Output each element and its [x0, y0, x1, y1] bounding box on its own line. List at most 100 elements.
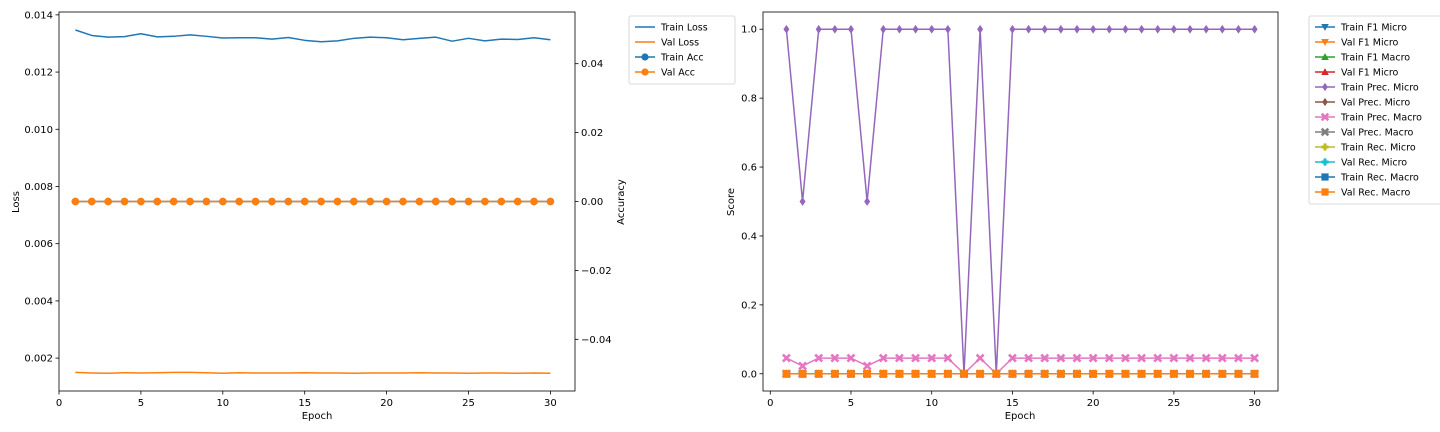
data-point-train-prec-micro — [1138, 24, 1145, 34]
loss-y2-tick-label: −0.04 — [581, 335, 612, 346]
data-point-val-acc — [415, 197, 424, 206]
legend-swatch-marker — [1321, 24, 1329, 31]
legend-label: Train Prec. Macro — [1340, 113, 1422, 124]
score-y-tick-label: 0.8 — [741, 94, 757, 105]
data-point-val-rec-macro — [1186, 369, 1194, 378]
loss-y-axis-label: Loss — [11, 191, 22, 213]
data-point-train-prec-micro — [799, 197, 806, 206]
data-point-train-prec-micro — [1057, 24, 1064, 34]
loss-y-tick-label: 0.002 — [24, 354, 53, 365]
data-point-train-prec-macro — [1234, 353, 1243, 363]
data-point-train-prec-micro — [847, 24, 854, 34]
score-x-tick-label: 25 — [1168, 398, 1181, 409]
data-point-train-prec-micro — [896, 24, 903, 34]
data-point-train-prec-macro — [878, 353, 888, 363]
data-point-val-rec-macro — [1234, 369, 1243, 378]
loss-x-tick-label: 15 — [298, 398, 311, 409]
score-x-tick-label: 15 — [1006, 398, 1019, 409]
legend-swatch-marker — [641, 53, 649, 61]
legend-entry-val-acc: Val Acc — [635, 68, 695, 79]
data-point-train-prec-macro — [927, 353, 937, 363]
legend-swatch-marker — [1320, 112, 1330, 122]
series-val-rec-macro-11 — [782, 369, 1259, 378]
data-point-train-prec-macro — [1185, 353, 1195, 363]
score-y-tick-label: 0.2 — [741, 300, 757, 311]
data-point-val-acc — [317, 197, 325, 206]
legend-entry-train-rec-macro: Train Rec. Macro — [1315, 173, 1419, 184]
legend-swatch-marker — [1321, 53, 1329, 60]
legend-swatch-marker — [1322, 97, 1328, 107]
data-point-val-rec-macro — [1153, 369, 1162, 378]
data-point-train-prec-macro — [830, 353, 840, 363]
loss-y2-tick-label: 0.00 — [581, 197, 603, 208]
data-point-val-rec-macro — [1089, 369, 1097, 378]
data-point-train-prec-micro — [880, 24, 887, 34]
legend-entry-val-prec-micro: Val Prec. Micro — [1315, 98, 1410, 109]
data-point-val-rec-macro — [814, 369, 823, 378]
data-point-val-acc — [431, 197, 440, 206]
loss-accuracy-chart: 0 5 10 15 20 25 30 0.002 0.004 0.006 0.008 0.010 0.0… — [11, 10, 736, 422]
data-point-val-acc — [219, 197, 227, 206]
legend-swatch-marker — [641, 68, 649, 76]
data-point-val-rec-macro — [895, 369, 904, 378]
data-point-val-acc — [120, 197, 129, 206]
legend-entry-val-rec-macro: Val Rec. Macro — [1315, 188, 1410, 199]
legend-label: Val Prec. Macro — [1341, 128, 1414, 139]
score-x-axis-label: Epoch — [1005, 411, 1036, 422]
data-point-train-prec-macro — [1056, 353, 1066, 363]
score-axes: 0 5 10 15 20 25 30 0.0 0.2 0.4 0.6 0.8 1.0 — [741, 11, 1279, 409]
score-frame — [762, 11, 1279, 392]
legend-entry-val-f1-micro: Val F1 Micro — [1315, 68, 1399, 79]
data-point-train-prec-micro — [1074, 24, 1080, 34]
data-point-val-rec-macro — [1073, 369, 1081, 378]
legend-entry-train-loss: Train Loss — [635, 23, 708, 34]
data-point-train-prec-micro — [1235, 24, 1242, 34]
legend-label: Val Loss — [661, 38, 699, 49]
legend-label: Train Loss — [660, 23, 708, 34]
series-val-acc-3 — [71, 197, 555, 206]
data-point-train-prec-macro — [1217, 353, 1227, 363]
data-point-train-prec-micro — [1203, 24, 1210, 34]
data-point-val-acc — [399, 197, 407, 206]
data-point-train-prec-micro — [977, 24, 984, 34]
loss-y-tick-label: 0.010 — [24, 125, 53, 136]
loss-y-tick-label: 0.006 — [24, 239, 53, 250]
data-point-val-rec-macro — [1250, 369, 1259, 378]
legend-entry-val-loss: Val Loss — [635, 38, 699, 49]
data-point-val-rec-macro — [927, 369, 936, 378]
legend-entry-train-rec-micro: Train Rec. Micro — [1315, 143, 1416, 154]
data-point-train-prec-micro — [1041, 24, 1048, 34]
legend-label: Train Rec. Micro — [1340, 143, 1416, 154]
data-point-train-prec-macro — [846, 353, 856, 363]
data-point-val-acc — [87, 197, 96, 206]
legend-swatch-marker — [1321, 39, 1329, 46]
data-point-train-prec-macro — [1169, 353, 1179, 363]
data-point-val-rec-macro — [847, 369, 855, 378]
legend-entry-train-f1-micro: Train F1 Micro — [1315, 23, 1407, 34]
data-point-train-prec-macro — [1040, 353, 1050, 363]
data-point-train-prec-micro — [783, 24, 790, 34]
loss-x-tick-label: 10 — [216, 398, 229, 409]
data-point-train-prec-macro — [1072, 353, 1082, 363]
score-x-tick-label: 30 — [1248, 398, 1261, 409]
series-line-train-prec-micro — [785, 28, 1255, 375]
loss-y2-tick-label: 0.04 — [581, 59, 603, 70]
legend-swatch-marker — [1321, 188, 1329, 196]
data-point-train-prec-macro — [1121, 353, 1130, 363]
data-point-train-prec-micro — [1170, 24, 1177, 34]
score-y-tick-label: 0.0 — [741, 369, 757, 380]
data-point-val-acc — [546, 197, 555, 206]
data-point-train-prec-micro — [1219, 24, 1226, 34]
data-point-val-rec-macro — [1218, 369, 1227, 378]
series-train-prec-macro-6 — [781, 353, 1260, 379]
data-point-val-rec-macro — [1057, 369, 1065, 378]
data-point-train-prec-micro — [1251, 24, 1258, 34]
data-point-val-rec-macro — [879, 369, 888, 378]
data-point-val-acc — [382, 197, 391, 206]
data-point-val-rec-macro — [1121, 369, 1130, 378]
loss-x-tick-label: 5 — [138, 398, 144, 409]
series-val-loss-1 — [75, 371, 551, 375]
loss-y-tick-label: 0.008 — [24, 182, 53, 193]
series-train-loss-0 — [75, 29, 551, 43]
